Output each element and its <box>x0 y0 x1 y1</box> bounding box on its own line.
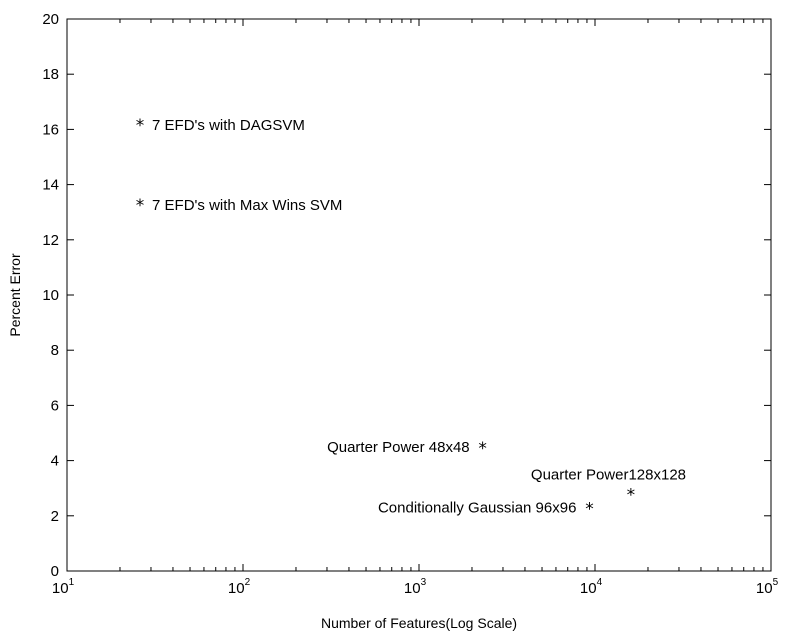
y-tick-label: 2 <box>51 508 59 525</box>
y-tick-label: 8 <box>51 342 59 359</box>
x-tick-label: 101 <box>52 577 75 597</box>
x-tick-label: 103 <box>404 577 427 597</box>
x-tick-label: 105 <box>756 577 779 597</box>
y-tick-label: 12 <box>42 232 59 249</box>
data-point-marker: * <box>585 500 594 520</box>
y-tick-label: 6 <box>51 397 59 414</box>
data-points: * 7 EFD's with DAGSVM * 7 EFD's with Max Wi… <box>136 116 686 520</box>
y-tick-label: 20 <box>42 11 59 28</box>
y-tick-label: 18 <box>42 66 59 83</box>
point-annotation: 7 EFD's with Max Wins SVM <box>152 197 342 214</box>
data-point-marker: * <box>627 486 636 506</box>
y-tick-label: 10 <box>42 287 59 304</box>
y-tick-label: 4 <box>51 453 59 470</box>
plot-area <box>66 18 772 572</box>
data-point-marker: * <box>136 116 145 136</box>
y-axis-label: Percent Error <box>7 253 23 337</box>
data-point-marker: * <box>478 439 487 459</box>
point-annotation: 7 EFD's with DAGSVM <box>152 117 305 134</box>
point-annotation: Conditionally Gaussian 96x96 <box>378 500 576 517</box>
point-annotation: Quarter Power128x128 <box>531 467 686 484</box>
y-tick-label: 0 <box>51 563 59 580</box>
y-tick-label: 16 <box>42 121 59 138</box>
x-tick-label: 104 <box>580 577 603 597</box>
x-tick-label: 102 <box>228 577 251 597</box>
axis-ticks: 0 2 4 6 8 10 12 14 16 18 20 101 102 103 104 105 <box>42 11 778 597</box>
x-axis-label: Number of Features(Log Scale) <box>321 615 517 631</box>
y-tick-label: 14 <box>42 177 59 194</box>
data-point-marker: * <box>136 196 145 216</box>
point-annotation: Quarter Power 48x48 <box>327 439 470 456</box>
